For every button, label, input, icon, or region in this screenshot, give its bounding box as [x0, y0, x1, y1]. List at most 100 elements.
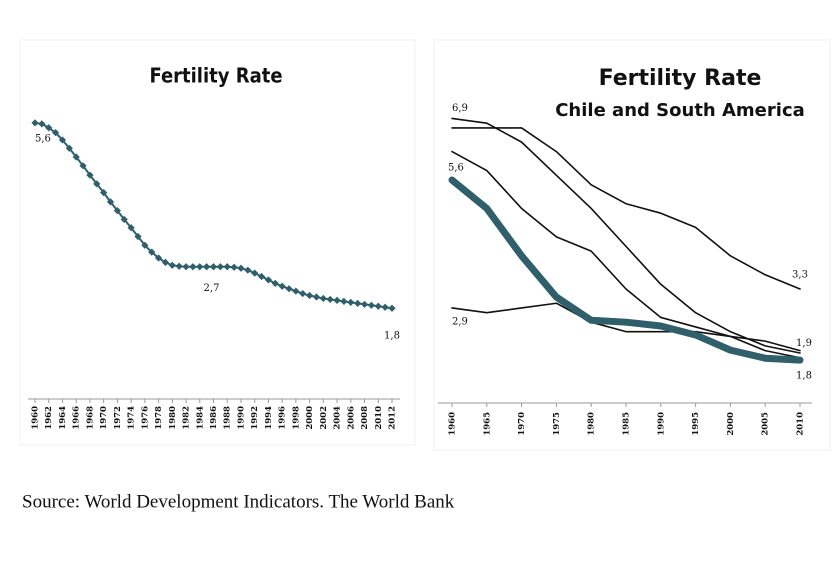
x-tick-label: 1966: [72, 406, 82, 430]
marker: [72, 153, 80, 161]
marker: [347, 298, 355, 306]
marker: [264, 276, 273, 284]
marker: [45, 124, 53, 132]
marker: [278, 282, 286, 290]
marker: [141, 241, 149, 249]
x-tick-label: 2002: [319, 406, 329, 430]
marker: [86, 171, 94, 179]
data-line: [451, 127, 801, 290]
x-tick-label: 1974: [127, 406, 137, 430]
x-tick-label: 1996: [278, 406, 288, 430]
marker: [381, 303, 389, 311]
x-tick-label: 2000: [726, 412, 736, 436]
annotation: 1,9: [796, 338, 812, 349]
x-tick-label: 1992: [250, 406, 260, 430]
marker: [237, 264, 245, 272]
x-tick-label: 1988: [223, 406, 233, 430]
marker: [312, 293, 321, 301]
marker: [216, 263, 224, 271]
marker: [134, 232, 142, 241]
marker: [340, 297, 348, 305]
x-tick-label: 1968: [85, 406, 95, 430]
x-tick-label: 2010: [796, 412, 806, 436]
marker: [271, 279, 279, 287]
annotation: 5,6: [35, 133, 51, 144]
marker: [168, 261, 176, 269]
marker: [196, 263, 204, 271]
marker: [306, 291, 314, 300]
marker: [38, 120, 46, 128]
x-tick-label: 1986: [209, 406, 219, 430]
marker: [113, 207, 121, 215]
x-tick-label: 2012: [388, 406, 398, 430]
x-tick-label: 1984: [195, 406, 205, 430]
x-tick-label: 1975: [552, 412, 562, 436]
right-panel: [433, 39, 831, 451]
marker: [100, 189, 108, 197]
marker: [209, 263, 218, 271]
x-tick-label: 1980: [168, 406, 178, 430]
marker: [51, 129, 60, 137]
marker: [223, 263, 231, 271]
annotation: 5,6: [448, 163, 464, 174]
marker: [154, 254, 163, 262]
marker: [367, 301, 376, 309]
x-tick-label: 2000: [305, 406, 315, 430]
marker: [127, 224, 135, 232]
x-tick-label: 1980: [587, 412, 597, 436]
annotation: 3,3: [792, 270, 808, 281]
x-tick-label: 2005: [761, 412, 771, 436]
x-tick-label: 1990: [656, 412, 666, 436]
x-tick-label: 2006: [346, 406, 356, 430]
marker: [58, 136, 67, 144]
marker: [251, 269, 259, 277]
marker: [299, 289, 307, 298]
data-line: [451, 302, 801, 359]
x-tick-label: 1998: [291, 406, 301, 430]
left-panel: [19, 39, 416, 446]
marker: [182, 263, 190, 271]
annotation: 2,7: [204, 283, 220, 294]
x-tick-label: 1994: [264, 406, 274, 430]
marker: [148, 248, 156, 256]
chart-title: Fertility Rate: [149, 64, 282, 88]
marker: [65, 144, 73, 152]
marker: [354, 299, 362, 307]
x-tick-label: 1960: [448, 412, 458, 436]
annotation: 1,8: [796, 371, 812, 382]
data-line: [451, 150, 801, 352]
source-note: Source: World Development Indicators. Th…: [22, 491, 455, 512]
x-tick-label: 1970: [99, 406, 109, 430]
marker: [292, 287, 300, 295]
annotation: 1,8: [384, 331, 400, 342]
x-tick-label: 1970: [517, 412, 527, 436]
x-tick-label: 1995: [691, 412, 701, 436]
marker: [106, 198, 115, 206]
x-tick-label: 1960: [31, 406, 41, 430]
marker: [319, 294, 327, 303]
marker: [244, 266, 252, 274]
marker: [285, 285, 293, 293]
annotation: 2,9: [452, 316, 468, 327]
marker: [161, 258, 170, 266]
marker: [257, 272, 266, 281]
x-tick-label: 1976: [140, 406, 150, 430]
data-line: [451, 117, 801, 354]
x-tick-label: 1982: [182, 406, 192, 430]
marker: [79, 162, 87, 170]
x-tick-label: 1985: [622, 412, 632, 436]
x-tick-label: 1962: [44, 406, 54, 430]
marker: [175, 262, 183, 270]
annotation: 6,9: [452, 103, 468, 114]
marker: [31, 119, 39, 127]
marker: [93, 180, 101, 188]
x-tick-label: 1978: [154, 406, 164, 430]
marker: [374, 302, 382, 310]
marker: [360, 300, 369, 308]
x-tick-label: 1965: [482, 412, 492, 436]
x-tick-label: 2004: [333, 406, 343, 430]
x-tick-label: 1990: [236, 406, 246, 430]
chart-subtitle: Chile and South America: [555, 100, 805, 121]
